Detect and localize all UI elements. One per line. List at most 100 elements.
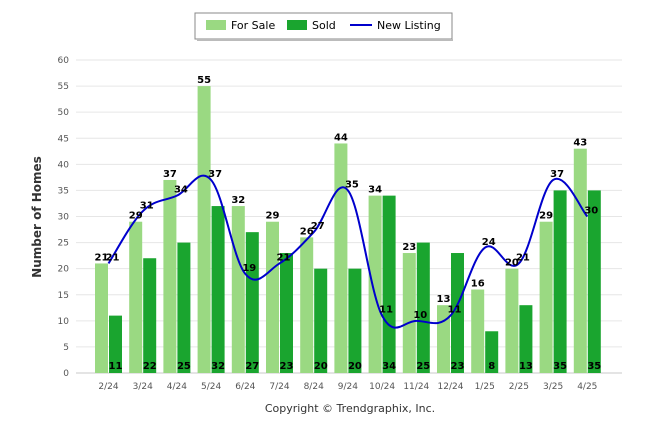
x-tick-label: 8/24 bbox=[304, 382, 324, 392]
data-label-new-listing: 37 bbox=[208, 169, 222, 180]
data-label-new-listing: 21 bbox=[106, 252, 120, 263]
bar-for-sale bbox=[539, 221, 553, 373]
data-label-new-listing: 24 bbox=[482, 237, 496, 248]
data-label-for-sale: 23 bbox=[402, 242, 416, 253]
y-tick-label: 10 bbox=[58, 317, 70, 327]
data-label-for-sale: 29 bbox=[129, 211, 143, 222]
y-axis-ticks: 0 5 10 15 20 25 30 35 40 45 50 55 60 bbox=[58, 56, 70, 379]
bar-sold bbox=[519, 305, 533, 373]
x-tick-label: 4/25 bbox=[577, 382, 597, 392]
x-tick-label: 1/25 bbox=[475, 382, 495, 392]
data-labels: 21 11 29 22 37 25 55 32 32 27 29 23 26 20 44 20 34 34 23 25… bbox=[95, 75, 602, 372]
data-label-for-sale: 13 bbox=[437, 294, 451, 305]
data-label-for-sale: 37 bbox=[163, 169, 177, 180]
bar-for-sale bbox=[163, 179, 177, 373]
bar-for-sale bbox=[231, 206, 245, 373]
bar-sold bbox=[587, 190, 601, 373]
bar-sold bbox=[245, 232, 259, 373]
x-tick-label: 9/24 bbox=[338, 382, 358, 392]
y-tick-label: 60 bbox=[58, 56, 70, 66]
data-label-for-sale: 44 bbox=[334, 132, 348, 143]
bar-for-sale bbox=[471, 289, 485, 373]
legend-box bbox=[194, 12, 453, 40]
x-axis-ticks: 2/24 3/24 4/24 5/24 6/24 7/24 8/24 9/24 10/24 11/… bbox=[98, 382, 597, 392]
bar-sold bbox=[553, 190, 567, 373]
bar-sold bbox=[143, 258, 157, 373]
bar-sold bbox=[211, 206, 225, 373]
x-tick-label: 7/24 bbox=[269, 382, 289, 392]
bar-for-sale bbox=[368, 195, 382, 373]
bar-for-sale bbox=[505, 268, 519, 373]
legend-swatch-for-sale bbox=[206, 20, 226, 30]
data-label-sold: 11 bbox=[109, 361, 123, 372]
data-label-new-listing: 21 bbox=[516, 252, 530, 263]
data-label-sold: 25 bbox=[416, 361, 430, 372]
y-tick-label: 0 bbox=[63, 369, 69, 379]
bar-for-sale bbox=[129, 221, 143, 373]
data-label-for-sale: 43 bbox=[573, 138, 587, 149]
bar-for-sale bbox=[266, 221, 279, 373]
bar-sold bbox=[382, 195, 396, 373]
data-label-sold: 35 bbox=[553, 361, 567, 372]
x-tick-label: 2/25 bbox=[509, 382, 529, 392]
data-label-new-listing: 10 bbox=[413, 310, 427, 321]
data-label-new-listing: 31 bbox=[140, 200, 154, 211]
bar-for-sale bbox=[95, 263, 108, 373]
legend-label-for-sale: For Sale bbox=[231, 19, 275, 32]
x-tick-label: 3/25 bbox=[543, 382, 563, 392]
bar-for-sale bbox=[402, 253, 416, 373]
data-label-new-listing: 34 bbox=[174, 185, 188, 196]
bars bbox=[95, 86, 601, 373]
y-tick-label: 55 bbox=[58, 82, 69, 92]
x-tick-label: 11/24 bbox=[403, 382, 429, 392]
data-label-sold: 20 bbox=[348, 361, 362, 372]
bar-sold bbox=[314, 268, 328, 373]
bar-for-sale bbox=[334, 143, 348, 373]
data-label-new-listing: 30 bbox=[584, 206, 598, 217]
bar-sold bbox=[485, 331, 499, 373]
y-tick-label: 40 bbox=[58, 160, 70, 170]
legend-label-sold: Sold bbox=[312, 19, 336, 32]
data-label-for-sale: 21 bbox=[95, 252, 109, 263]
data-label-sold: 23 bbox=[451, 361, 465, 372]
x-tick-label: 3/24 bbox=[133, 382, 153, 392]
x-tick-label: 12/24 bbox=[438, 382, 464, 392]
bar-sold bbox=[177, 242, 191, 373]
data-label-for-sale: 32 bbox=[231, 195, 245, 206]
y-tick-label: 25 bbox=[58, 239, 69, 249]
y-tick-label: 30 bbox=[58, 213, 70, 223]
data-label-for-sale: 29 bbox=[266, 211, 280, 222]
bar-for-sale bbox=[573, 148, 587, 373]
y-tick-label: 50 bbox=[58, 108, 70, 118]
data-label-sold: 20 bbox=[314, 361, 328, 372]
data-label-new-listing: 11 bbox=[448, 305, 462, 316]
bar-sold bbox=[109, 315, 122, 373]
copyright-text: Copyright © Trendgraphix, Inc. bbox=[264, 402, 436, 415]
data-label-sold: 32 bbox=[211, 361, 225, 372]
bar-sold bbox=[451, 253, 464, 373]
y-tick-label: 45 bbox=[58, 134, 69, 144]
data-label-new-listing: 21 bbox=[277, 252, 291, 263]
data-label-sold: 35 bbox=[587, 361, 601, 372]
bar-sold bbox=[348, 268, 362, 373]
x-tick-label: 6/24 bbox=[235, 382, 255, 392]
data-label-new-listing: 35 bbox=[345, 179, 359, 190]
data-label-sold: 13 bbox=[519, 361, 533, 372]
data-label-for-sale: 26 bbox=[300, 226, 314, 237]
bar-sold bbox=[280, 253, 293, 373]
data-label-for-sale: 29 bbox=[539, 211, 553, 222]
y-tick-label: 15 bbox=[58, 291, 69, 301]
legend-swatch-sold bbox=[287, 20, 307, 30]
legend-label-new-listing: New Listing bbox=[377, 19, 441, 32]
legend: For Sale Sold New Listing bbox=[194, 12, 453, 41]
data-label-for-sale: 16 bbox=[471, 279, 485, 290]
data-label-sold: 23 bbox=[280, 361, 294, 372]
y-tick-label: 5 bbox=[63, 343, 69, 353]
data-label-sold: 22 bbox=[143, 361, 157, 372]
data-label-sold: 34 bbox=[382, 361, 396, 372]
x-tick-label: 5/24 bbox=[201, 382, 221, 392]
data-label-sold: 27 bbox=[245, 361, 259, 372]
y-tick-label: 35 bbox=[58, 186, 69, 196]
data-label-new-listing: 19 bbox=[242, 263, 256, 274]
